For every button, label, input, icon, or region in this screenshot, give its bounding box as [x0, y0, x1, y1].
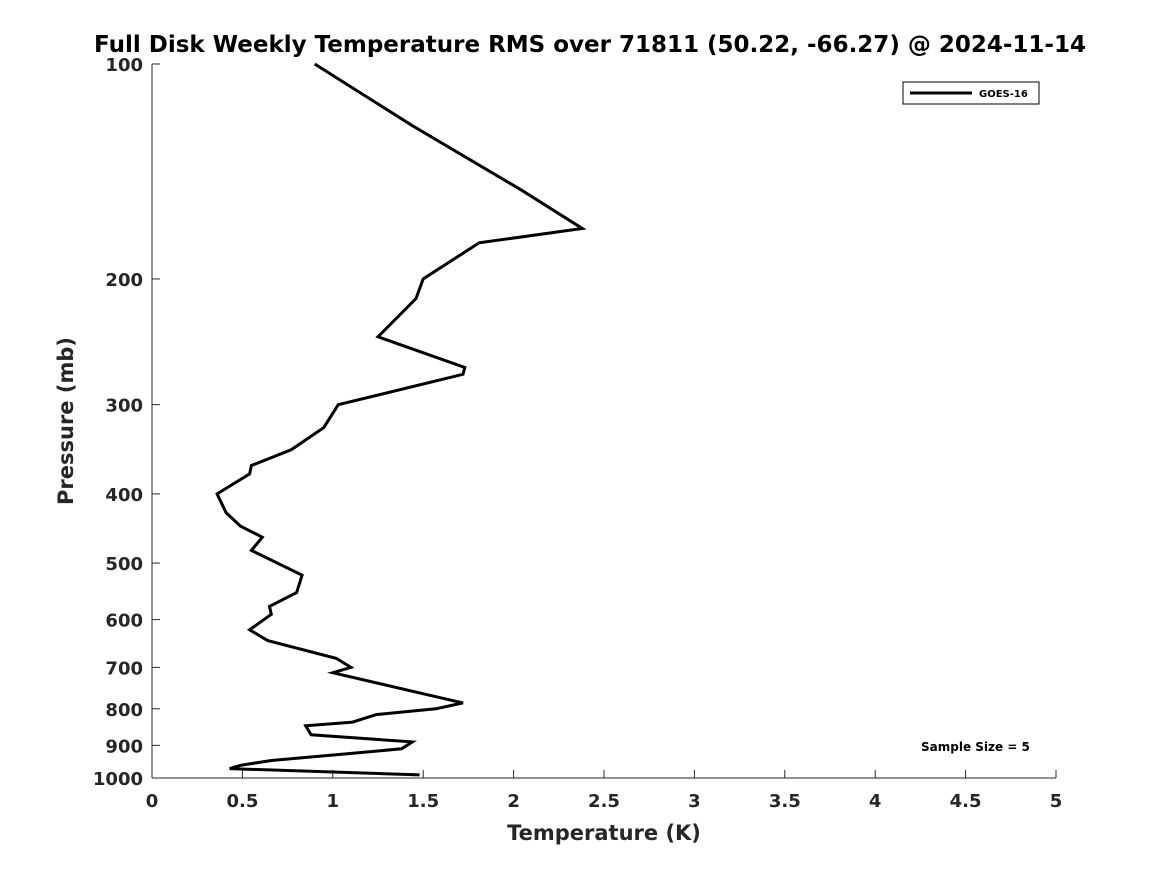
x-tick-label: 4: [869, 791, 882, 812]
y-axis-label: Pressure (mb): [54, 337, 78, 505]
y-tick-label: 500: [105, 554, 143, 575]
y-tick-label: 1000: [93, 769, 143, 790]
x-tick-label: 3.5: [769, 791, 801, 812]
x-axis-label: Temperature (K): [507, 821, 701, 845]
y-tick-label: 100: [105, 55, 143, 76]
x-tick-label: 0: [146, 791, 159, 812]
sample-size-annotation: Sample Size = 5: [921, 740, 1030, 754]
x-tick-label: 1: [327, 791, 340, 812]
x-tick-label: 4.5: [950, 791, 982, 812]
y-tick-label: 300: [105, 396, 143, 417]
legend: GOES-16: [902, 81, 1040, 105]
legend-label-goes-16: GOES-16: [979, 89, 1028, 100]
x-tick-label: 2.5: [588, 791, 620, 812]
y-ticks: 100 200 300 400 500 600 700 800 900 1000: [93, 55, 160, 790]
y-tick-label: 400: [105, 485, 143, 506]
x-tick-label: 2: [507, 791, 520, 812]
x-tick-label: 1.5: [407, 791, 439, 812]
y-tick-label: 800: [105, 700, 143, 721]
y-tick-label: 700: [105, 658, 143, 679]
y-tick-label: 200: [105, 270, 143, 291]
chart-title: Full Disk Weekly Temperature RMS over 71…: [94, 32, 1086, 58]
y-tick-label: 900: [105, 736, 143, 757]
series-layer: [215, 62, 587, 777]
x-tick-label: 5: [1050, 791, 1063, 812]
y-tick-label: 600: [105, 611, 143, 632]
x-ticks: 0 0.5 1 1.5 2 2.5 3 3.5 4 4.5 5: [146, 770, 1063, 812]
series-line-goes-16: [215, 62, 587, 777]
x-tick-label: 0.5: [226, 791, 258, 812]
x-tick-label: 3: [688, 791, 701, 812]
